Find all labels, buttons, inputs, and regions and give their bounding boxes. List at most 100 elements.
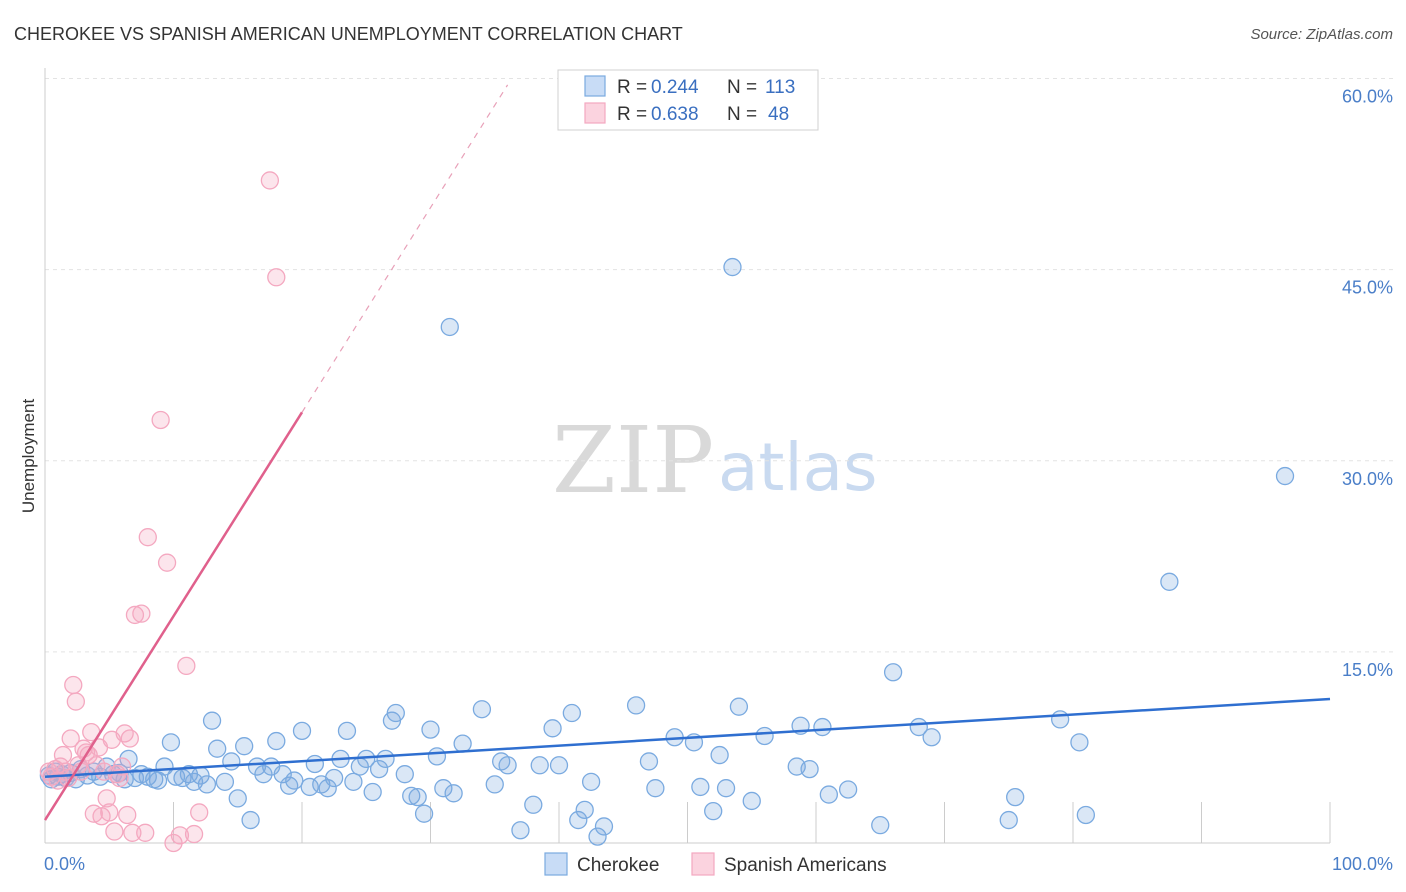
point-cherokee-71	[485, 775, 504, 794]
point-cherokee-70	[472, 700, 492, 719]
point-cherokee-91	[704, 801, 723, 821]
point-cherokee-29	[197, 775, 217, 794]
point-cherokee-79	[562, 703, 581, 723]
point-cherokee-60	[395, 765, 414, 784]
point-cherokee-45	[300, 777, 319, 797]
point-spanish-americans-5	[53, 745, 73, 765]
point-cherokee-36	[241, 810, 260, 830]
point-cherokee-107	[922, 728, 941, 747]
point-spanish-americans-43	[190, 803, 209, 822]
legend-swatch-spanish-americans	[584, 102, 606, 124]
point-cherokee-30	[202, 711, 222, 730]
point-spanish-americans-34	[132, 604, 151, 623]
point-cherokee-52	[344, 772, 363, 791]
point-spanish-americans-29	[115, 724, 134, 743]
point-cherokee-32	[215, 772, 235, 791]
point-cherokee-112	[1076, 805, 1095, 825]
point-cherokee-48	[318, 779, 337, 798]
y-tick-labels: 15.0% 30.0% 45.0% 60.0%	[1342, 87, 1393, 680]
point-cherokee-103	[838, 780, 858, 799]
point-spanish-americans-38	[157, 553, 177, 572]
y-axis-label: Unemployment	[19, 399, 38, 514]
point-cherokee-95	[729, 697, 749, 716]
x-tick-labels: 0.0% 100.0%	[44, 854, 1393, 874]
legend-r-value-1: 0.638	[651, 104, 699, 125]
y-tick-label-1: 30.0%	[1342, 469, 1393, 489]
point-cherokee-93	[716, 779, 736, 798]
point-cherokee-110	[1051, 710, 1070, 729]
point-cherokee-65	[427, 747, 447, 766]
point-cherokee-105	[883, 663, 903, 682]
point-cherokee-49	[324, 768, 344, 788]
point-cherokee-44	[292, 721, 312, 741]
point-spanish-americans-31	[120, 729, 139, 748]
series-legend-swatch-cherokee	[544, 852, 568, 876]
series-legend-swatch-spanish-americans	[691, 852, 715, 876]
point-cherokee-97	[755, 726, 774, 746]
point-cherokee-64	[421, 720, 440, 739]
point-cherokee-85	[626, 696, 646, 715]
legend-n-label-1: N =	[727, 104, 757, 125]
point-cherokee-87	[646, 779, 665, 798]
trend-lines	[43, 84, 1331, 821]
point-cherokee-23	[161, 733, 181, 752]
series-legend: Cherokee Spanish Americans	[544, 852, 887, 876]
point-cherokee-80	[569, 810, 588, 830]
point-cherokee-43	[285, 771, 304, 790]
point-cherokee-86	[639, 752, 659, 771]
point-cherokee-69	[453, 734, 472, 753]
point-cherokee-111	[1070, 733, 1089, 752]
point-cherokee-84	[594, 817, 614, 836]
point-spanish-americans-41	[177, 656, 196, 676]
point-spanish-americans-30	[118, 805, 137, 825]
point-cherokee-75	[524, 795, 543, 814]
x-tick-label-0: 0.0%	[44, 854, 85, 874]
point-cherokee-62	[408, 787, 427, 807]
point-cherokee-78	[549, 756, 569, 775]
point-cherokee-101	[813, 717, 832, 737]
point-cherokee-104	[871, 816, 890, 835]
point-cherokee-59	[386, 703, 405, 723]
point-cherokee-42	[279, 776, 299, 795]
legend-n-value-0: 113	[765, 77, 795, 98]
point-cherokee-35	[235, 737, 254, 756]
point-spanish-americans-45	[267, 268, 286, 287]
point-cherokee-46	[305, 754, 325, 774]
point-spanish-americans-33	[125, 605, 145, 625]
point-spanish-americans-37	[151, 410, 170, 430]
point-cherokee-92	[710, 745, 729, 765]
point-cherokee-63	[414, 804, 434, 823]
point-cherokee-51	[337, 721, 357, 741]
grid-lines	[45, 78, 1393, 653]
point-cherokee-55	[363, 782, 382, 802]
legend-r-value-0: 0.244	[651, 77, 699, 98]
point-cherokee-56	[369, 759, 389, 779]
x-tick-label-1: 100.0%	[1332, 854, 1393, 874]
point-spanish-americans-9	[64, 675, 83, 695]
point-cherokee-61	[402, 786, 421, 806]
point-cherokee-81	[575, 800, 594, 820]
point-spanish-americans-40	[170, 826, 190, 845]
point-cherokee-94	[723, 257, 742, 277]
point-cherokee-66	[434, 779, 453, 798]
point-cherokee-109	[1006, 787, 1025, 807]
point-spanish-americans-35	[136, 823, 155, 842]
point-spanish-americans-36	[138, 528, 157, 547]
point-cherokee-33	[222, 752, 241, 771]
y-tick-label-0: 15.0%	[1342, 660, 1393, 680]
legend-n-label-0: N =	[727, 77, 757, 98]
point-cherokee-108	[999, 810, 1018, 830]
point-spanish-americans-10	[66, 692, 85, 711]
trend-line-spanish-americans	[43, 411, 304, 821]
point-cherokee-100	[800, 759, 819, 779]
point-spanish-americans-27	[110, 768, 129, 788]
point-spanish-americans-25	[105, 822, 124, 841]
chart-source: Source: ZipAtlas.com	[1250, 26, 1393, 43]
legend-r-label-1: R =	[617, 104, 647, 125]
point-cherokee-67	[440, 317, 459, 337]
legend-n-value-1: 48	[768, 104, 789, 125]
series-cherokee	[39, 257, 1295, 846]
point-cherokee-76	[530, 756, 549, 775]
point-cherokee-73	[498, 756, 517, 775]
point-cherokee-77	[543, 719, 562, 738]
